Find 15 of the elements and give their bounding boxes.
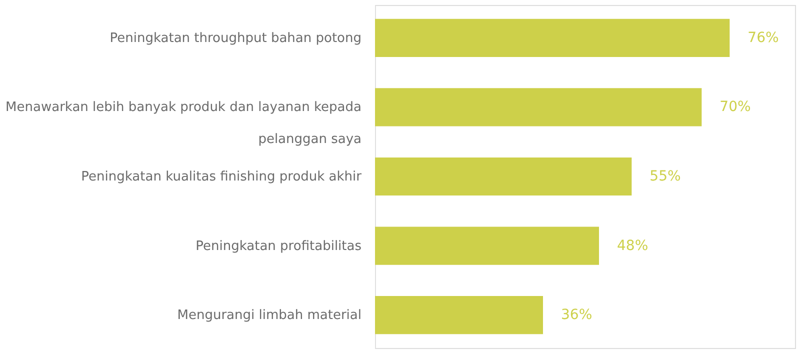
y-tick-label: Peningkatan kualitas finishing produk akhir — [81, 170, 362, 184]
category-label: Menawarkan lebih banyak produk dan layanan kepada pelanggan saya — [6, 100, 362, 148]
y-tick-label: Peningkatan profitabilitas — [196, 238, 362, 254]
data-label: 76% — [748, 30, 779, 46]
data-label: 48% — [617, 238, 648, 254]
bar — [375, 18, 730, 57]
data-label: 70% — [720, 99, 751, 116]
bar — [375, 88, 702, 126]
bar — [375, 157, 632, 196]
bar — [375, 296, 543, 334]
bar — [375, 226, 599, 265]
data-label: 55% — [650, 168, 681, 184]
y-tick-label: Peningkatan throughput bahan potong — [110, 30, 362, 46]
y-tick-label: Mengurangi limbah material — [177, 308, 362, 324]
data-label: 36% — [561, 307, 592, 324]
